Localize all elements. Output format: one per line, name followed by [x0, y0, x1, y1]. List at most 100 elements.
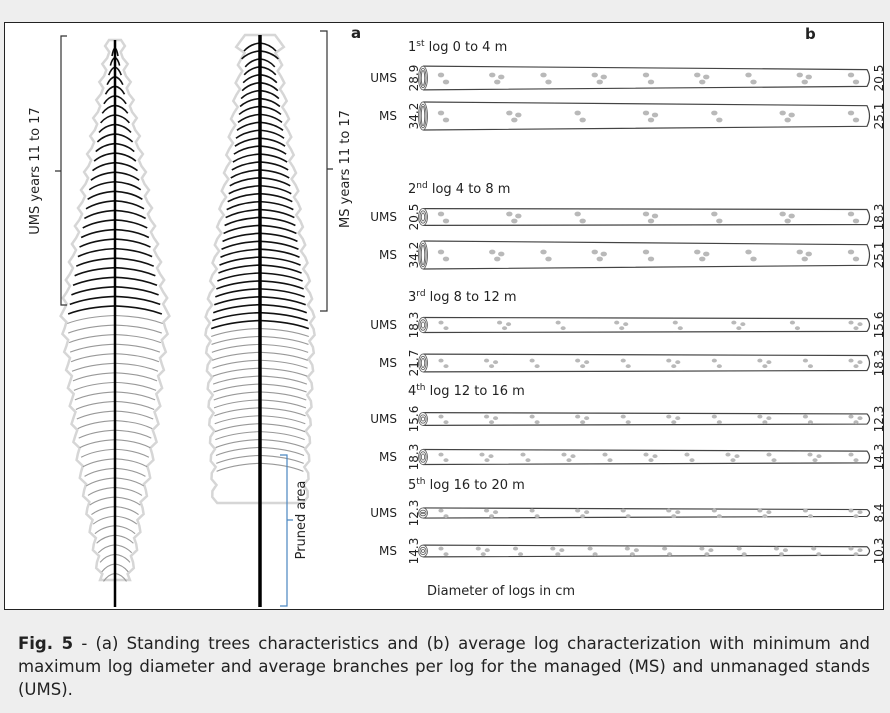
- branch-right: [259, 81, 279, 92]
- log-body: [422, 101, 871, 131]
- branch-left: [98, 123, 116, 133]
- log-end-ring: [420, 453, 426, 461]
- branch-knot: [788, 112, 795, 118]
- branch-knot: [762, 420, 768, 425]
- branch-right: [259, 383, 307, 393]
- log-end-ring: [420, 549, 426, 553]
- branch-left: [238, 105, 261, 116]
- branch-knot: [757, 508, 763, 513]
- diameter-start: 34.2: [407, 242, 421, 269]
- branch-right: [114, 133, 134, 143]
- branch-right: [114, 343, 161, 353]
- crown-outline: [204, 33, 316, 505]
- branch-left: [77, 247, 116, 258]
- branch-left: [215, 431, 261, 441]
- branch-knot: [675, 416, 681, 421]
- branch-knot: [438, 508, 444, 513]
- branch-right: [259, 288, 305, 298]
- branch-right: [114, 534, 134, 544]
- branch-knot: [730, 458, 736, 463]
- branch-knot: [766, 416, 772, 421]
- branch-right: [114, 353, 160, 363]
- branch-knot: [591, 249, 598, 255]
- branch-knot: [517, 552, 524, 557]
- log-title: 4th log 12 to 16 m: [408, 383, 525, 399]
- branch-left: [211, 343, 261, 353]
- branch-knot: [592, 552, 598, 557]
- diameter-start: 18.3: [407, 312, 421, 339]
- branch-left: [95, 142, 116, 153]
- log-number: 1: [408, 40, 416, 55]
- branch-knot: [475, 546, 481, 551]
- stand-label: MS: [379, 248, 397, 262]
- diameter-end: 25.1: [872, 242, 885, 269]
- branch-knot: [529, 358, 535, 363]
- branch-knot: [847, 110, 855, 116]
- tree-unmanaged: [59, 38, 171, 607]
- branch-left: [214, 415, 261, 425]
- branch-knot: [438, 546, 444, 551]
- log-end-ring: [419, 242, 427, 268]
- branch-knot: [757, 358, 763, 363]
- branch-knot: [525, 458, 531, 463]
- branch-knot: [443, 552, 449, 557]
- log-end-ring: [420, 416, 426, 422]
- branch-right: [114, 563, 129, 573]
- branch-right: [114, 123, 132, 133]
- stand-label: UMS: [370, 71, 397, 85]
- branch-left: [92, 161, 116, 172]
- branch-knot: [666, 358, 672, 363]
- branch-left: [211, 327, 261, 338]
- log-ordinal: th: [416, 383, 425, 393]
- branch-left: [212, 375, 261, 385]
- branch-knot: [750, 79, 757, 85]
- branch-knot: [534, 514, 540, 519]
- branch-knot: [629, 552, 635, 557]
- branch-left: [243, 42, 261, 52]
- panel-b-label: b: [805, 25, 816, 43]
- branch-left: [213, 391, 261, 401]
- branch-left: [90, 171, 116, 181]
- branch-left: [233, 145, 261, 155]
- stand-label: UMS: [370, 506, 397, 520]
- branch-left: [212, 359, 261, 369]
- branch-right: [114, 142, 135, 153]
- branch-left: [211, 311, 261, 322]
- branch-left: [74, 391, 116, 401]
- branch-left: [96, 133, 116, 143]
- branch-knot: [848, 546, 854, 551]
- log-body: [422, 448, 871, 466]
- branch-left: [216, 280, 261, 290]
- branch-knot: [596, 256, 603, 262]
- branch-knot: [784, 117, 791, 123]
- branch-knot: [602, 452, 608, 457]
- branch-right: [259, 73, 278, 84]
- diameter-end: 18.3: [872, 204, 885, 231]
- log-body: [422, 240, 871, 270]
- branch-right: [114, 104, 129, 114]
- log-end-ring: [419, 451, 427, 463]
- branch-left: [242, 73, 261, 84]
- branch-right: [114, 209, 147, 220]
- branch-knot: [488, 420, 495, 425]
- branch-knot: [807, 364, 814, 369]
- diameter-end: 12.3: [872, 406, 885, 433]
- branch-knot: [801, 79, 808, 85]
- branch-right: [114, 171, 140, 181]
- branch-right: [114, 439, 151, 449]
- stand-label: UMS: [370, 412, 397, 426]
- branch-knot: [794, 326, 800, 331]
- branch-knot: [671, 420, 677, 425]
- branch-left: [243, 65, 261, 76]
- branch-right: [114, 372, 158, 382]
- branch-left: [82, 219, 116, 229]
- branch-knot: [788, 213, 795, 219]
- branch-right: [259, 216, 296, 227]
- branch-right: [259, 264, 302, 274]
- branch-knot: [480, 552, 486, 557]
- branch-knot: [801, 256, 808, 262]
- log-end-ring: [419, 67, 427, 89]
- branch-right: [259, 272, 303, 282]
- branch-right: [259, 462, 304, 472]
- branch-right: [259, 359, 308, 369]
